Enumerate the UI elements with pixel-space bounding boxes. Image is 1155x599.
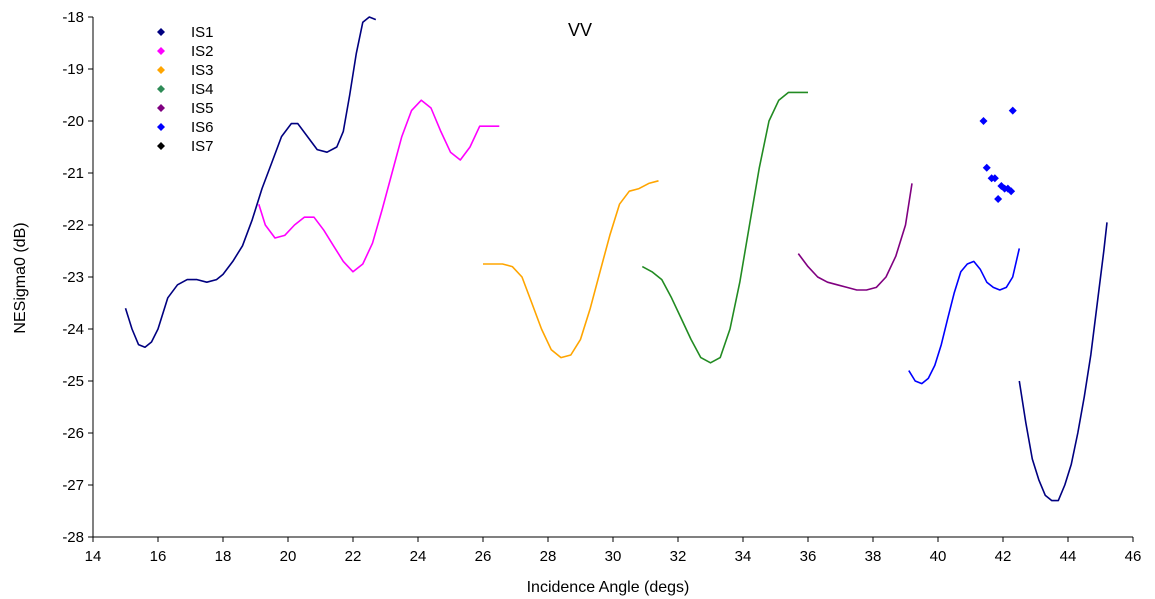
legend-label: IS7: [191, 138, 214, 155]
legend-label: IS1: [191, 24, 214, 41]
series-8-point: [1008, 106, 1017, 115]
legend-label: IS3: [191, 62, 214, 79]
x-tick-label: 18: [215, 548, 232, 565]
legend-label: IS4: [191, 81, 214, 98]
legend-marker: [157, 123, 165, 131]
x-tick-label: 24: [410, 548, 427, 565]
x-tick-label: 22: [345, 548, 362, 565]
x-tick-label: 46: [1125, 548, 1142, 565]
legend-label: IS5: [191, 100, 214, 117]
legend: IS1 IS2 IS3 IS4 IS5 IS6 IS7: [157, 24, 214, 155]
series-layer: [124, 16, 1108, 502]
y-tick-label: -20: [62, 113, 84, 130]
series-1-line: [124, 16, 377, 349]
legend-marker: [157, 28, 165, 36]
y-tick-label: -18: [62, 9, 84, 26]
legend-marker: [157, 104, 165, 112]
legend-marker: [157, 47, 165, 55]
series-7-line: [1018, 222, 1108, 502]
y-tick-label: -22: [62, 217, 84, 234]
series-8-point: [982, 163, 991, 172]
x-tick-label: 40: [930, 548, 947, 565]
legend-marker: [157, 85, 165, 93]
x-tick-label: 30: [605, 548, 622, 565]
y-tick-label: -24: [62, 321, 84, 338]
series-8-point: [994, 195, 1003, 203]
series-5-line: [797, 183, 913, 291]
x-tick-label: 36: [800, 548, 817, 565]
y-tick-label: -21: [62, 165, 84, 182]
series-8-point: [979, 117, 988, 125]
y-tick-label: -26: [62, 425, 84, 442]
x-tick-label: 16: [150, 548, 167, 565]
x-tick-label: 44: [1060, 548, 1077, 565]
y-tick-label: -28: [62, 529, 84, 546]
x-tick-label: 34: [735, 548, 752, 565]
legend-marker: [157, 66, 165, 74]
y-tick-label: -27: [62, 477, 84, 494]
series-8-point: [1007, 187, 1016, 196]
series-3-line: [483, 180, 659, 359]
legend-marker: [157, 142, 165, 150]
chart-title: VV: [568, 20, 592, 40]
y-tick-label: -19: [62, 61, 84, 78]
series-8-point: [990, 174, 999, 183]
series-4-line: [641, 91, 808, 364]
legend-label: IS2: [191, 43, 214, 60]
x-tick-label: 32: [670, 548, 687, 565]
series-6-line: [908, 248, 1021, 385]
x-tick-label: 28: [540, 548, 557, 565]
x-tick-label: 38: [865, 548, 882, 565]
y-axis-title: NESigma0 (dB): [12, 222, 29, 333]
y-tick-label: -23: [62, 269, 84, 286]
x-tick-label: 14: [85, 548, 102, 565]
series-2-line: [258, 99, 500, 273]
legend-label: IS6: [191, 119, 214, 136]
x-tick-label: 42: [995, 548, 1012, 565]
y-tick-label: -25: [62, 373, 84, 390]
x-axis-title: Incidence Angle (degs): [527, 579, 690, 596]
axes: 14 16 18 20 22 24 26 28 30 32 34 36 38 40 42 44 46 -18 -19…: [62, 9, 1141, 565]
x-tick-label: 20: [280, 548, 297, 565]
x-tick-label: 26: [475, 548, 492, 565]
